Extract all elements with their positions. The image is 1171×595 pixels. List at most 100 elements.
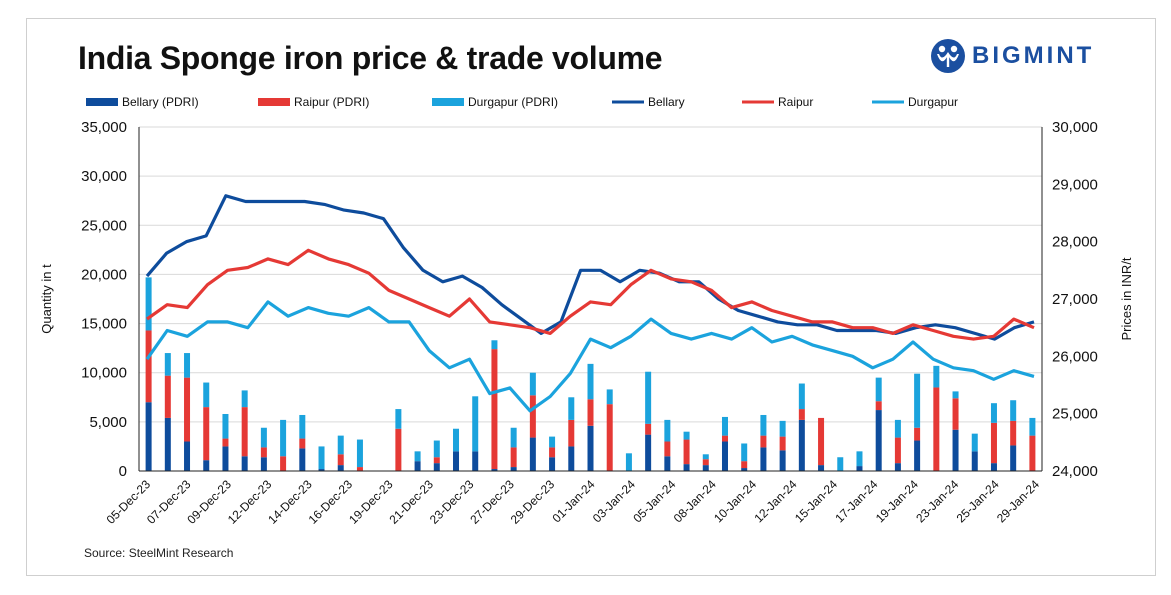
bar-segment — [241, 407, 248, 457]
bar-segment — [587, 363, 594, 400]
bar-segment — [568, 446, 575, 471]
bar-segment — [164, 353, 171, 376]
x-tick-label: 17-Jan-24 — [832, 477, 880, 525]
right-tick-label: 25,000 — [1052, 406, 1098, 423]
bar-segment — [184, 441, 191, 471]
bar-segment — [894, 437, 901, 464]
legend-label: Durgapur — [908, 95, 958, 109]
bar-segment — [587, 399, 594, 426]
bar-segment — [837, 457, 844, 471]
bar-segment — [280, 456, 287, 471]
bar-segment — [914, 373, 921, 428]
bar-segment — [952, 398, 959, 430]
right-tick-label: 24,000 — [1052, 463, 1098, 480]
right-tick-label: 30,000 — [1052, 119, 1098, 136]
bar-segment — [510, 427, 517, 448]
legend: Bellary (PDRI) Raipur (PDRI) Durgapur (PDR… — [86, 95, 958, 109]
bar-segment — [702, 459, 709, 466]
bar-segment — [145, 402, 152, 471]
bar-segment — [741, 461, 748, 469]
bar-segment — [818, 417, 825, 466]
bar-segment — [587, 425, 594, 471]
bar-segment — [222, 438, 229, 447]
bar-segment — [318, 446, 325, 470]
bar-segment — [606, 404, 613, 471]
x-tick-label: 29-Jan-24 — [994, 477, 1042, 525]
lines — [145, 194, 1035, 413]
legend-label: Durgapur (PDRI) — [468, 95, 558, 109]
x-tick-label: 12-Jan-24 — [752, 477, 800, 525]
bar-segment — [779, 420, 786, 437]
bar-segment — [203, 407, 210, 461]
bar-segment — [491, 349, 498, 470]
bar-segment — [549, 447, 556, 458]
bar-segment — [472, 396, 479, 452]
bar-segment — [472, 451, 479, 471]
bar-segment — [549, 436, 556, 448]
bar-segment — [683, 431, 690, 440]
bar-segment — [741, 443, 748, 462]
bar-segment — [760, 414, 767, 436]
bar-segment — [971, 451, 978, 471]
bar-segment — [664, 419, 671, 442]
bar-segment — [606, 389, 613, 405]
bar-segment — [145, 330, 152, 403]
x-tick-label: 19-Jan-24 — [873, 477, 921, 525]
bar-segment — [664, 441, 671, 457]
bar-segment — [952, 429, 959, 471]
bar-segment — [856, 466, 863, 471]
bar-segment — [1029, 435, 1036, 471]
bar-segment — [491, 340, 498, 350]
bar-segment — [625, 453, 632, 471]
bar-segment — [299, 414, 306, 439]
legend-label: Raipur — [778, 95, 813, 109]
legend-label: Raipur (PDRI) — [294, 95, 369, 109]
x-tick-label: 01-Jan-24 — [550, 477, 598, 525]
bar-segment — [914, 427, 921, 441]
bar-segment — [990, 403, 997, 423]
x-tick-label: 23-Jan-24 — [913, 477, 961, 525]
bar-segment — [453, 451, 460, 471]
bar-segment — [568, 397, 575, 420]
right-tick-label: 29,000 — [1052, 176, 1098, 193]
right-tick-label: 28,000 — [1052, 234, 1098, 251]
bar-segment — [683, 439, 690, 465]
bar-segment — [299, 448, 306, 471]
bar-segment — [491, 469, 498, 471]
bar-segment — [760, 435, 767, 448]
bar-segment — [241, 456, 248, 471]
x-tick-label: 25-Jan-24 — [954, 477, 1002, 525]
bar-segment — [760, 447, 767, 471]
bar-segment — [414, 451, 421, 462]
bar-segment — [529, 395, 536, 438]
bar-segment — [645, 434, 652, 471]
x-tick-label: 15-Jan-24 — [792, 477, 840, 525]
line-raipur — [146, 248, 1035, 341]
bar-segment — [433, 463, 440, 471]
bar-segment — [433, 440, 440, 458]
bar-segment — [529, 437, 536, 471]
right-tick-label: 26,000 — [1052, 348, 1098, 365]
bar-segment — [203, 382, 210, 408]
left-axis-title: Quantity in t — [39, 264, 54, 334]
bar-segment — [702, 465, 709, 471]
legend-swatch — [86, 98, 118, 106]
left-tick-label: 25,000 — [81, 217, 127, 234]
bar-segment — [356, 439, 363, 468]
bar-segment — [702, 454, 709, 460]
left-tick-label: 15,000 — [81, 316, 127, 333]
left-tick-label: 35,000 — [81, 119, 127, 136]
bar-segment — [222, 413, 229, 439]
bars — [145, 277, 1036, 471]
bar-segment — [875, 401, 882, 411]
bar-segment — [664, 456, 671, 471]
bar-segment — [683, 464, 690, 471]
bar-segment — [1029, 417, 1036, 436]
chart-frame — [26, 18, 1156, 576]
bar-segment — [568, 419, 575, 447]
bar-segment — [145, 277, 152, 331]
bar-segment — [529, 372, 536, 396]
bar-segment — [222, 446, 229, 471]
bar-segment — [337, 465, 344, 471]
left-tick-label: 30,000 — [81, 168, 127, 185]
